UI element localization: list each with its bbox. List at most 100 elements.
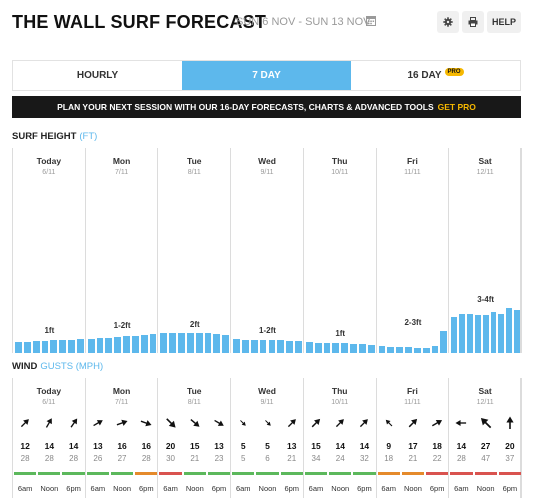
- wind-day-column[interactable]: Thu 10/11: [304, 378, 377, 498]
- surf-bar: [68, 339, 75, 353]
- wind-time-label: 6pm: [284, 484, 300, 493]
- wind-time-label: 6am: [163, 484, 178, 493]
- surf-bar: [195, 333, 203, 353]
- surf-height-label: 2ft: [189, 319, 200, 329]
- wind-speed: 5: [265, 441, 270, 451]
- wind-speed: 13: [93, 441, 103, 451]
- wind-gust: 6: [265, 454, 270, 463]
- surf-bar: [169, 333, 177, 353]
- surf-day-column[interactable]: Mon 7/11: [86, 148, 159, 353]
- surf-bar: [490, 312, 497, 353]
- surf-height-label: 2-3ft: [404, 317, 422, 327]
- wind-chart: Today 6/11 12 28 6am 14 28 Noon 14 28 6pm Mon 7/11 13…: [12, 378, 522, 498]
- wind-direction-arrow-icon: [360, 419, 369, 428]
- day-date: 10/11: [331, 399, 349, 406]
- wind-time-label: 6am: [454, 484, 469, 493]
- wind-day-column[interactable]: Mon 7/11: [86, 378, 159, 498]
- wind-rating-strip: [135, 472, 158, 475]
- wind-direction-arrow-icon: [21, 419, 30, 428]
- surf-bar: [250, 339, 258, 353]
- surf-day-column[interactable]: Today 6/11: [13, 148, 86, 353]
- surf-bar: [160, 333, 168, 353]
- calendar-icon[interactable]: [366, 15, 376, 26]
- wind-rating-strip: [256, 472, 279, 475]
- wind-rating-strip: [353, 472, 376, 475]
- wind-time-label: 6am: [381, 484, 396, 493]
- promo-text: PLAN YOUR NEXT SESSION WITH OUR 16-DAY F…: [57, 102, 434, 112]
- wind-gust: 24: [335, 454, 345, 463]
- surf-day-column[interactable]: Sat 12/11: [449, 148, 522, 353]
- wind-direction-arrow-icon: [93, 420, 103, 427]
- wind-gust: 23: [214, 454, 224, 463]
- wind-time-label: Noon: [331, 484, 350, 493]
- day-name: Wed: [258, 156, 276, 166]
- wind-rating-strip: [86, 472, 109, 475]
- wind-day-column[interactable]: Fri 11/11: [377, 378, 450, 498]
- wind-time-label: Noon: [40, 484, 59, 493]
- wind-time-label: Noon: [476, 484, 495, 493]
- surf-day-column[interactable]: Wed 9/11: [231, 148, 304, 353]
- surf-bar: [387, 346, 395, 353]
- day-name: Today: [36, 156, 62, 166]
- wind-direction-arrow-icon: [408, 418, 418, 428]
- wind-gust: 34: [311, 454, 321, 463]
- surf-bar: [459, 313, 465, 353]
- wind-speed: 5: [240, 441, 246, 451]
- wind-gust: 21: [190, 454, 200, 463]
- wind-direction-arrow-icon: [287, 419, 296, 428]
- get-pro-link[interactable]: GET PRO: [437, 102, 476, 112]
- help-button[interactable]: HELP: [487, 11, 521, 33]
- surf-bar: [295, 341, 302, 353]
- wind-gust: 26: [93, 454, 103, 463]
- wind-direction-arrow-icon: [385, 419, 393, 427]
- wind-gust: 28: [44, 454, 54, 463]
- surf-bar: [23, 341, 31, 353]
- surf-bar: [440, 330, 448, 353]
- wind-time-label: 6pm: [502, 484, 518, 493]
- wind-speed: 15: [311, 441, 321, 451]
- wind-day-column[interactable]: Wed 9/11: [231, 378, 304, 498]
- wind-rating-strip: [377, 472, 400, 475]
- day-date: 10/11: [331, 169, 349, 176]
- surf-day-column[interactable]: Fri 11/11: [377, 148, 450, 353]
- wind-gust: 47: [481, 454, 491, 463]
- surf-bar: [186, 332, 194, 353]
- day-date: 9/11: [260, 169, 274, 176]
- pro-badge: PRO: [444, 67, 464, 76]
- surf-height-label: 3-4ft: [477, 295, 495, 305]
- tab-16-day[interactable]: 16 DAY PRO: [351, 61, 520, 90]
- surf-bar: [76, 339, 84, 353]
- wind-speed: 14: [335, 441, 345, 451]
- wind-time-label: 6pm: [139, 484, 154, 493]
- wind-speed: 14: [68, 441, 79, 451]
- day-name: Sat: [478, 156, 492, 166]
- wind-rating-strip: [450, 472, 473, 475]
- surf-day-column[interactable]: Thu 10/11: [304, 148, 377, 353]
- surf-height-heading: SURF HEIGHT (FT): [12, 131, 97, 142]
- surf-day-column[interactable]: Tue 8/11: [158, 148, 232, 353]
- wind-day-column[interactable]: Today 6/11: [13, 378, 86, 498]
- surf-bar: [241, 339, 249, 353]
- promo-banner[interactable]: PLAN YOUR NEXT SESSION WITH OUR 16-DAY F…: [12, 96, 521, 118]
- wind-rating-strip: [474, 472, 497, 475]
- wind-gust: 21: [287, 454, 297, 463]
- day-name: Thu: [331, 156, 348, 166]
- wind-speed: 15: [190, 441, 200, 451]
- wind-gust: 28: [20, 454, 30, 463]
- wind-direction-arrow-icon: [264, 420, 271, 426]
- wind-rating-strip: [62, 472, 85, 475]
- surf-height-label: 1ft: [44, 326, 55, 335]
- wind-direction-arrow-icon: [432, 419, 443, 427]
- surf-bar: [314, 342, 322, 353]
- surf-bar: [506, 308, 513, 353]
- wind-day-column[interactable]: Tue 8/11: [158, 378, 232, 498]
- day-name: Fri: [406, 386, 418, 396]
- tab-hourly[interactable]: HOURLY: [13, 61, 182, 90]
- print-button[interactable]: [462, 11, 484, 33]
- surf-bar: [467, 313, 473, 353]
- wind-day-column[interactable]: Sat 12/11: [449, 378, 522, 498]
- tab-7-day[interactable]: 7 DAY: [182, 61, 351, 90]
- settings-button[interactable]: [437, 11, 459, 33]
- date-range[interactable]: SUN 6 NOV - SUN 13 NOV: [236, 16, 371, 28]
- page-title: THE WALL SURF FORECAST: [12, 12, 267, 32]
